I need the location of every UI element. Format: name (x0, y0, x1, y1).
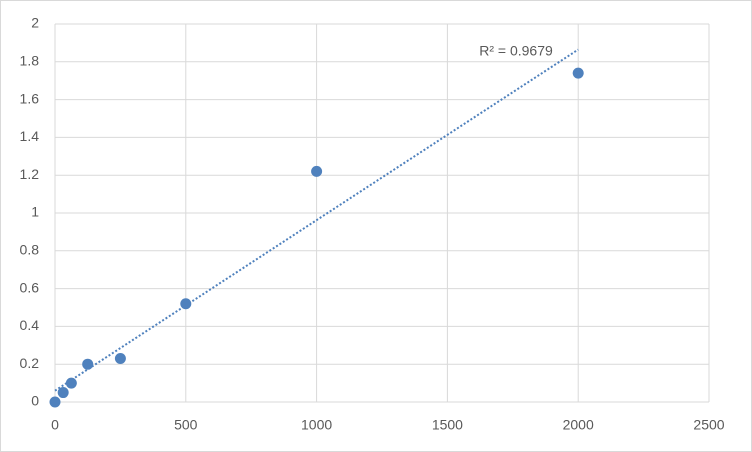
data-point (311, 165, 323, 177)
data-point (180, 298, 192, 310)
trendline-label: R² = 0.9679 (479, 43, 553, 59)
data-point (49, 396, 61, 408)
x-tick-label: 2500 (693, 417, 724, 433)
x-tick-label: 500 (174, 417, 198, 433)
y-tick-label: 0.4 (20, 317, 40, 333)
y-tick-label: 1.8 (20, 53, 40, 69)
x-tick-label: 1500 (432, 417, 463, 433)
y-tick-label: 0.2 (20, 355, 40, 371)
data-point (572, 67, 584, 79)
y-tick-label: 2 (31, 15, 39, 31)
data-point (82, 358, 94, 370)
data-point (57, 387, 69, 399)
data-point (65, 377, 77, 389)
y-tick-label: 1 (31, 204, 39, 220)
y-tick-label: 1.6 (20, 90, 40, 106)
y-tick-label: 0 (31, 393, 39, 409)
x-tick-label: 2000 (563, 417, 594, 433)
y-tick-label: 0.6 (20, 279, 40, 295)
data-point (114, 353, 126, 365)
trendline (54, 48, 579, 392)
x-tick-label: 1000 (301, 417, 332, 433)
y-tick-label: 1.2 (20, 166, 40, 182)
y-tick-label: 1.4 (20, 128, 40, 144)
x-tick-label: 0 (51, 417, 59, 433)
y-tick-label: 0.8 (20, 242, 40, 258)
